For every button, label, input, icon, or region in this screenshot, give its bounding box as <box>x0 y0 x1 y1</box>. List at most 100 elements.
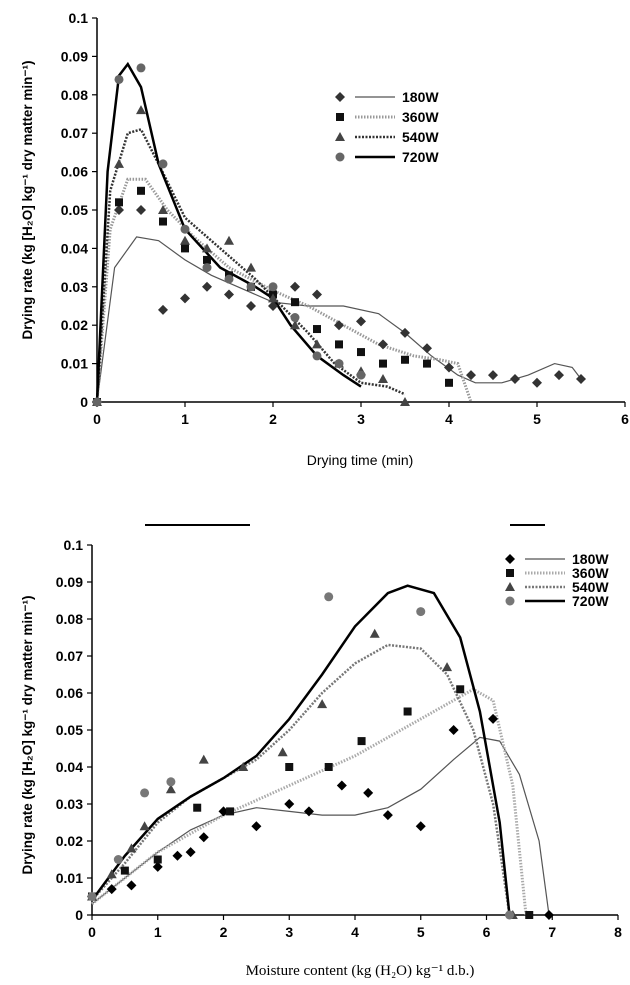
data-point-540W <box>246 262 256 272</box>
data-point-360W <box>193 803 202 812</box>
chart-drying-time-svg: Drying rate (kg [H₂O] kg⁻¹ dry matter mi… <box>20 10 629 468</box>
data-point-180W <box>246 301 256 311</box>
data-point-180W <box>198 832 209 843</box>
x-tick-label: 3 <box>285 924 293 940</box>
legend-marker-360W <box>506 569 514 577</box>
y-tick-label: 0.07 <box>56 648 83 664</box>
data-point-180W <box>576 373 586 384</box>
data-point-180W <box>543 910 554 920</box>
data-point-360W <box>525 911 534 919</box>
data-point-720W <box>180 224 190 234</box>
y-tick-label: 0.02 <box>61 317 88 333</box>
legend-marker-360W <box>336 113 344 121</box>
data-point-360W <box>291 298 299 307</box>
y-tick-label: 0.09 <box>56 574 83 590</box>
x-tick-label: 6 <box>483 924 491 940</box>
y-tick-label: 0.09 <box>61 48 88 64</box>
data-point-180W <box>488 370 498 381</box>
data-point-180W <box>554 370 564 381</box>
x-tick-label: 1 <box>154 924 162 940</box>
data-point-720W <box>202 263 212 273</box>
legend-marker-180W <box>335 92 345 102</box>
legend-label-540W: 540W <box>402 129 439 145</box>
data-point-720W <box>158 159 168 169</box>
data-point-180W <box>218 806 229 817</box>
data-point-360W <box>203 255 211 264</box>
data-point-540W <box>139 821 150 831</box>
data-point-720W <box>92 397 102 407</box>
x-tick-label: 3 <box>357 411 365 427</box>
x-tick-label: 0 <box>88 924 96 940</box>
fit-line-360W <box>95 177 473 403</box>
x-tick-label: 2 <box>269 411 277 427</box>
y-tick-label: 0.01 <box>61 356 88 372</box>
chart-moisture-content-svg: Drying rate (kg [H₂O] kg⁻¹ dry matter mi… <box>20 524 622 979</box>
legend-marker-180W <box>505 554 515 564</box>
y-axis-title: Drying rate (kg [H₂O] kg⁻¹ dry matter mi… <box>20 595 35 874</box>
y-tick-label: 0.1 <box>69 10 89 26</box>
data-point-180W <box>114 205 124 215</box>
data-point-180W <box>363 787 374 798</box>
data-point-360W <box>401 355 409 364</box>
fit-line-720W <box>90 584 511 916</box>
x-tick-label: 5 <box>417 924 425 940</box>
data-point-180W <box>251 821 262 832</box>
y-tick-label: 0.03 <box>56 796 83 812</box>
data-point-180W <box>444 362 454 373</box>
data-point-540W <box>165 784 176 794</box>
data-point-720W <box>140 788 150 798</box>
data-point-540W <box>312 339 322 349</box>
x-tick-label: 7 <box>548 924 556 940</box>
y-tick-label: 0.02 <box>56 833 83 849</box>
data-point-720W <box>416 607 426 617</box>
data-point-720W <box>114 74 124 84</box>
data-point-540W <box>224 235 234 245</box>
data-point-180W <box>202 281 212 292</box>
data-point-540W <box>126 843 137 853</box>
data-point-360W <box>181 244 189 253</box>
data-point-180W <box>158 304 168 315</box>
data-point-540W <box>442 662 453 672</box>
y-tick-label: 0.06 <box>61 164 88 180</box>
x-axis-title: Drying time (min) <box>307 452 414 468</box>
data-point-360W <box>403 707 412 716</box>
legend-marker-720W <box>335 152 345 162</box>
legend-label-360W: 360W <box>402 109 439 125</box>
data-point-540W <box>114 158 124 168</box>
data-point-180W <box>356 316 366 327</box>
data-point-720W <box>505 910 515 920</box>
data-point-360W <box>456 685 465 694</box>
y-tick-label: 0 <box>80 394 88 410</box>
y-tick-label: 0.08 <box>61 87 88 103</box>
data-point-180W <box>378 339 388 350</box>
data-point-360W <box>445 378 453 387</box>
x-tick-label: 4 <box>351 924 359 940</box>
data-point-180W <box>152 861 163 872</box>
data-point-360W <box>379 359 387 368</box>
legend-label-720W: 720W <box>402 149 439 165</box>
legend-label-540W: 540W <box>572 579 609 595</box>
data-point-540W <box>268 293 278 303</box>
data-point-180W <box>180 293 190 304</box>
y-tick-label: 0.05 <box>56 722 83 738</box>
data-point-540W <box>277 747 288 757</box>
data-point-360W <box>335 340 343 349</box>
data-point-360W <box>153 855 162 864</box>
data-point-360W <box>115 198 123 207</box>
data-point-180W <box>448 725 459 735</box>
data-point-180W <box>466 370 476 381</box>
data-point-720W <box>113 855 123 864</box>
fit-line-180W <box>91 736 550 916</box>
fit-line-360W <box>91 687 528 916</box>
data-point-540W <box>158 205 168 214</box>
data-point-360W <box>226 807 235 816</box>
x-tick-label: 0 <box>93 411 101 427</box>
legend-label-360W: 360W <box>572 565 609 581</box>
legend-marker-720W <box>505 596 515 606</box>
data-point-180W <box>303 806 314 817</box>
data-point-540W <box>400 397 410 406</box>
data-point-720W <box>312 351 322 361</box>
x-axis-title: Moisture content (kg (H₂O) kg⁻¹ d.b.) <box>246 963 475 979</box>
data-point-180W <box>290 281 300 292</box>
data-point-540W <box>106 869 117 879</box>
